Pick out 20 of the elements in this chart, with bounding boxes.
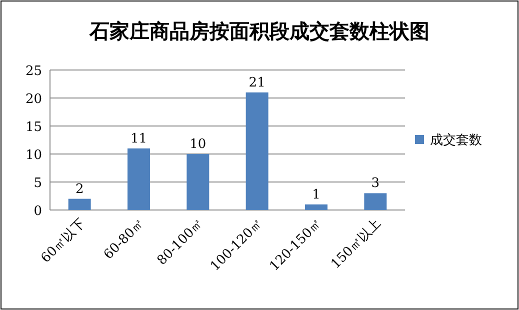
bar (128, 148, 150, 210)
bar (364, 193, 387, 210)
data-label: 11 (130, 131, 148, 146)
y-tick-label: 25 (25, 64, 42, 79)
bar (186, 154, 210, 210)
data-label: 3 (371, 176, 380, 192)
bar (68, 198, 91, 210)
data-label: 1 (312, 187, 320, 202)
bar (305, 204, 328, 210)
data-label: 2 (75, 182, 84, 197)
bar (246, 92, 268, 210)
y-tick-label: 10 (25, 148, 42, 163)
y-tick-label: 0 (34, 204, 42, 219)
data-label: 10 (190, 137, 206, 152)
data-label: 21 (248, 75, 266, 90)
y-tick-label: 15 (25, 120, 42, 135)
y-tick-label: 20 (25, 92, 42, 107)
y-tick-label: 5 (34, 176, 42, 191)
chart-title: 石家庄商品房按面积段成交套数柱状图 (88, 19, 430, 43)
legend-label: 成交套数 (430, 132, 482, 148)
